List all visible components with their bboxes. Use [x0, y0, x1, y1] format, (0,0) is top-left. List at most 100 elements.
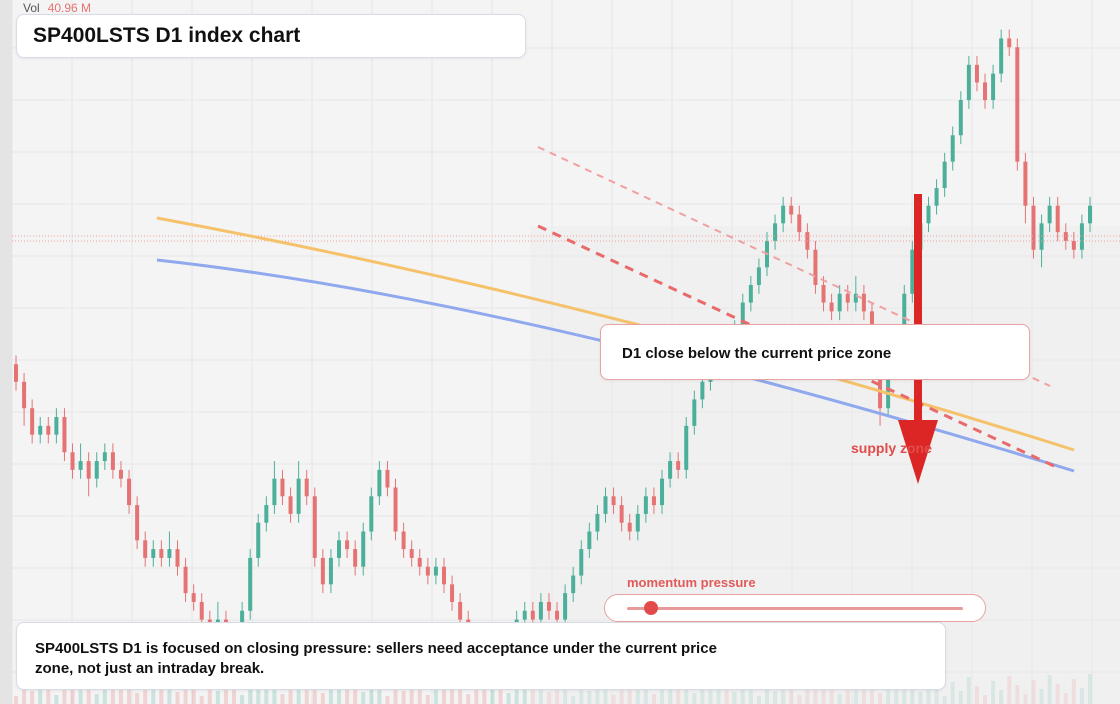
volume-bar [732, 692, 737, 704]
candle-body [1047, 205, 1052, 224]
momentum-slider[interactable] [604, 594, 986, 622]
candle-body [135, 505, 140, 541]
zone-note-text: D1 close below the current price zone [622, 345, 892, 362]
candle-body [191, 593, 196, 602]
candle-body [1015, 47, 1020, 162]
candle-body [94, 461, 99, 479]
candle-body [910, 249, 915, 294]
volume-bar [232, 686, 237, 704]
candle-body [151, 549, 156, 558]
candle-body [175, 549, 180, 567]
volume-bar [643, 685, 648, 704]
chart-title: SP400LSTS D1 index chart [33, 24, 301, 47]
candle-body [651, 496, 656, 506]
volume-bar [546, 692, 551, 704]
momentum-knob[interactable] [643, 601, 658, 615]
orange-trend-line [156, 216, 1075, 452]
candle-body [530, 610, 535, 620]
candle-body [38, 425, 43, 435]
volume-readout: Vol 40.96 M [23, 1, 91, 15]
candle-body [797, 214, 802, 233]
candle-body [102, 452, 107, 462]
candle-body [353, 549, 358, 567]
candle-body [320, 557, 325, 585]
candle-body [692, 399, 697, 426]
volume-bar [845, 680, 850, 704]
volume-bar [433, 681, 438, 704]
candle-body [966, 64, 971, 101]
candle-body [248, 557, 253, 611]
candle-body [288, 496, 293, 514]
volume-bar [151, 688, 156, 704]
candle-body [756, 267, 761, 285]
zone-note-card: D1 close below the current price zone [600, 324, 1030, 380]
volume-bar [135, 693, 140, 704]
candle-body [813, 249, 818, 285]
volume-bar [878, 693, 883, 704]
candle-body [676, 461, 681, 470]
volume-bar [70, 690, 75, 704]
volume-bar [950, 682, 955, 704]
volume-bar [288, 680, 293, 704]
volume-bar [183, 678, 188, 704]
volume-bar [143, 679, 148, 704]
volume-bar [934, 687, 939, 704]
volume-bar [280, 694, 285, 704]
volume-bar [1023, 694, 1028, 704]
candle-body [46, 425, 51, 435]
volume-bar [474, 680, 479, 704]
candle-body [199, 601, 204, 620]
volume-bar [668, 689, 673, 704]
candle-body [78, 461, 83, 470]
volume-bar [38, 677, 43, 704]
candle-body [296, 478, 301, 514]
volume-bar [417, 686, 422, 704]
candle-body [934, 188, 939, 206]
volume-bar [983, 695, 988, 704]
candle-body [643, 496, 648, 514]
candle-body [337, 540, 342, 558]
candle-body [821, 284, 826, 303]
candle-body [740, 302, 745, 329]
volume-bar [764, 682, 769, 704]
candle-body [393, 487, 398, 532]
volume-bar [215, 691, 220, 704]
volume-bar [385, 696, 390, 704]
candle-body [950, 135, 955, 162]
candle-body [280, 478, 285, 497]
candle-body [167, 549, 172, 558]
volume-bar [991, 681, 996, 704]
candle-body [595, 513, 600, 532]
summary-card: SP400LSTS D1 is focused on closing press… [16, 622, 946, 690]
volume-bar [611, 695, 616, 704]
candle-body [256, 522, 261, 558]
candle-body [377, 469, 382, 497]
volume-bar [999, 690, 1004, 704]
volume-bar [264, 676, 269, 704]
volume-bar [635, 676, 640, 704]
volume-bar [1015, 685, 1020, 704]
candle-body [619, 505, 624, 523]
candle-body [264, 505, 269, 523]
volume-bar [22, 682, 27, 704]
candle-body [853, 293, 858, 303]
volume-bar [1031, 680, 1036, 704]
volume-bar [813, 690, 818, 704]
volume-bar [1055, 684, 1060, 704]
candle-body [86, 461, 91, 479]
volume-bar [789, 686, 794, 704]
candle-body [829, 302, 834, 312]
volume-bar [62, 681, 67, 704]
candle-body [660, 478, 665, 506]
volume-bar [377, 687, 382, 704]
candle-body [1031, 205, 1036, 250]
candle-body [587, 531, 592, 550]
candle-body [433, 566, 438, 576]
volume-bar [361, 692, 366, 704]
volume-bar [256, 690, 261, 704]
candle-body [1007, 38, 1012, 48]
volume-bar [30, 691, 35, 704]
volume-bar [837, 694, 842, 704]
volume-bar [708, 688, 713, 704]
candle-body [789, 205, 794, 215]
